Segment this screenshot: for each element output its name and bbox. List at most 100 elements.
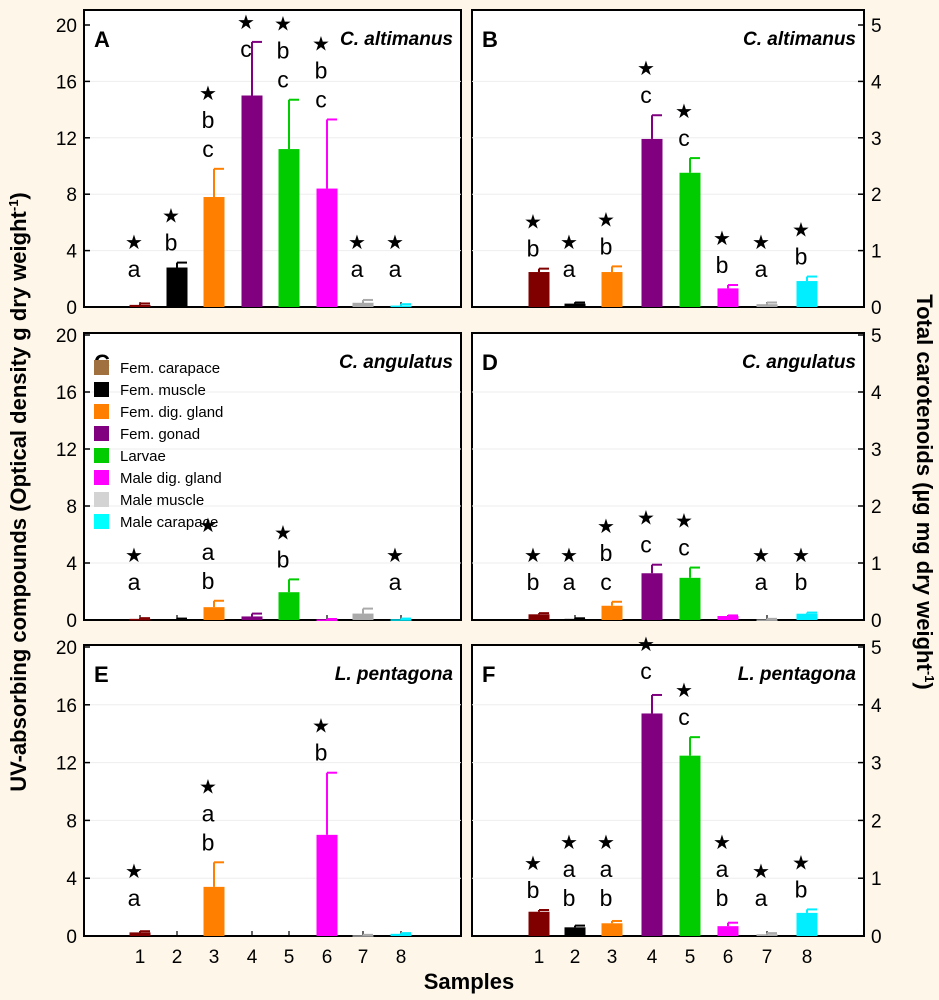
bar-B-2 — [564, 303, 586, 307]
y-tick-label: 2 — [871, 811, 882, 832]
significance-star: ★ — [752, 861, 770, 883]
legend-label: Male carapace — [120, 514, 218, 531]
y-tick-label: 20 — [56, 16, 77, 37]
bar-A-6 — [316, 188, 338, 307]
y-tick-label: 4 — [871, 696, 882, 717]
y-tick-label: 12 — [56, 440, 77, 461]
significance-letter: c — [202, 136, 214, 162]
x-tick-label: 8 — [396, 947, 407, 968]
significance-star: ★ — [524, 853, 542, 875]
significance-letter: b — [795, 876, 808, 902]
x-tick-label: 1 — [534, 947, 545, 968]
bar-A-7 — [352, 302, 374, 307]
significance-star: ★ — [792, 852, 810, 874]
species-label: C. angulatus — [742, 352, 856, 373]
significance-star: ★ — [125, 232, 143, 254]
legend-swatch — [94, 404, 109, 419]
bar-A-2 — [166, 267, 188, 307]
significance-letter: b — [795, 569, 808, 595]
x-tick-label: 3 — [209, 947, 220, 968]
significance-letter: c — [640, 532, 652, 558]
y-tick-label: 8 — [66, 497, 77, 518]
significance-letter: b — [202, 829, 215, 855]
significance-letter: a — [755, 885, 768, 911]
significance-star: ★ — [162, 206, 180, 228]
significance-star: ★ — [237, 12, 255, 34]
significance-letter: b — [600, 885, 613, 911]
y-tick-label: 3 — [871, 440, 882, 461]
bar-F-4 — [641, 713, 663, 936]
significance-star: ★ — [713, 228, 731, 250]
legend-label: Fem. carapace — [120, 360, 220, 377]
y-tick-label: 20 — [56, 638, 77, 659]
significance-star: ★ — [713, 832, 731, 854]
legend-swatch — [94, 360, 109, 375]
significance-letter: b — [600, 540, 613, 566]
significance-star: ★ — [560, 545, 578, 567]
y-tick-label: 3 — [871, 754, 882, 775]
significance-star: ★ — [792, 545, 810, 567]
significance-letter: a — [351, 256, 364, 282]
significance-star: ★ — [386, 545, 404, 567]
bar-F-5 — [679, 755, 701, 936]
x-tick-label: 2 — [570, 947, 581, 968]
y-tick-label: 1 — [871, 554, 882, 575]
significance-star: ★ — [312, 33, 330, 55]
significance-star: ★ — [752, 545, 770, 567]
x-tick-label: 4 — [247, 947, 258, 968]
significance-star: ★ — [199, 515, 217, 537]
species-label: C. altimanus — [743, 29, 856, 50]
significance-star: ★ — [637, 508, 655, 530]
legend-swatch — [94, 470, 109, 485]
y-tick-label: 0 — [66, 611, 77, 632]
significance-letter: b — [527, 569, 540, 595]
x-tick-label: 3 — [607, 947, 618, 968]
significance-letter: c — [678, 125, 690, 151]
panel-letter: B — [482, 27, 498, 52]
bar-C-2 — [166, 619, 188, 621]
y-axis-label-left: UV-absorbing compounds (Optical density … — [6, 192, 31, 792]
panel-frame — [83, 644, 462, 937]
significance-letter: b — [716, 252, 729, 278]
bar-D-3 — [601, 605, 623, 620]
bar-D-1 — [528, 614, 550, 620]
x-tick-label: 7 — [358, 947, 369, 968]
significance-letter: a — [563, 569, 576, 595]
significance-star: ★ — [675, 101, 693, 123]
bar-F-6 — [717, 926, 739, 936]
significance-letter: c — [640, 658, 652, 684]
y-tick-label: 0 — [871, 298, 882, 319]
significance-letter: b — [795, 244, 808, 270]
bar-A-3 — [203, 197, 225, 307]
x-tick-label: 5 — [284, 947, 295, 968]
bar-F-8 — [796, 912, 818, 936]
bar-A-1 — [129, 304, 151, 307]
bar-E-8 — [390, 933, 412, 936]
significance-star: ★ — [348, 232, 366, 254]
significance-letter: a — [128, 569, 141, 595]
significance-letter: b — [315, 740, 328, 766]
y-tick-label: 8 — [66, 811, 77, 832]
species-label: C. altimanus — [340, 29, 453, 50]
bar-D-4 — [641, 573, 663, 620]
significance-letter: a — [389, 256, 402, 282]
y-tick-label: 16 — [56, 383, 77, 404]
x-tick-label: 6 — [723, 947, 734, 968]
bar-C-6 — [316, 619, 338, 621]
significance-letter: b — [277, 38, 290, 64]
significance-star: ★ — [524, 545, 542, 567]
bar-D-5 — [679, 577, 701, 620]
significance-star: ★ — [560, 832, 578, 854]
significance-letter: b — [527, 236, 540, 262]
y-tick-label: 12 — [56, 129, 77, 150]
significance-star: ★ — [597, 209, 615, 231]
panel-frame — [83, 9, 462, 308]
legend-swatch — [94, 448, 109, 463]
panel-frame — [471, 9, 865, 308]
legend-label: Larvae — [120, 448, 166, 465]
y-tick-label: 20 — [56, 326, 77, 347]
